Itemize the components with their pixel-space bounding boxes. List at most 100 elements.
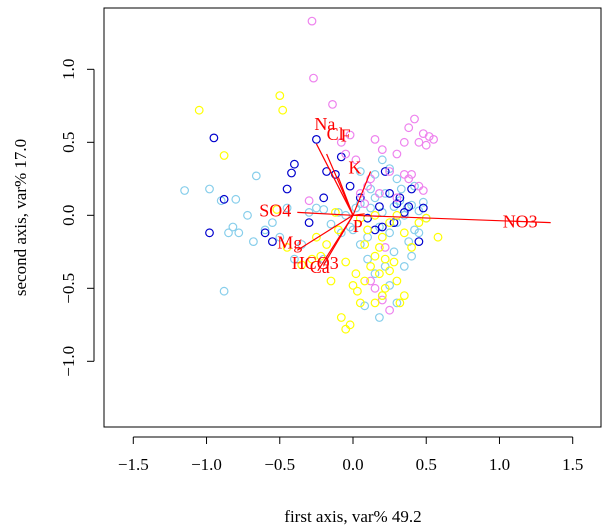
data-point	[407, 251, 417, 261]
loading-arrow	[296, 214, 354, 251]
data-point	[243, 210, 252, 220]
data-point	[399, 262, 409, 271]
data-point	[248, 237, 258, 247]
x-axis-title: first axis, var% 49.2	[284, 507, 421, 526]
data-point	[341, 257, 351, 267]
data-point	[341, 149, 351, 159]
data-point	[385, 188, 395, 198]
data-point	[275, 232, 285, 242]
data-points	[180, 16, 443, 334]
data-point	[375, 313, 384, 322]
data-point	[377, 222, 387, 232]
data-point	[355, 167, 365, 176]
data-point	[334, 207, 343, 217]
data-point	[375, 222, 384, 232]
data-point	[260, 225, 270, 235]
data-point	[385, 228, 395, 238]
data-point	[287, 168, 296, 178]
data-point	[392, 174, 402, 184]
data-point	[307, 254, 317, 264]
data-point	[404, 202, 414, 212]
data-point	[370, 210, 380, 220]
data-point	[268, 218, 277, 228]
data-point	[380, 254, 390, 264]
data-point	[304, 196, 314, 206]
data-point	[363, 181, 373, 191]
loading-arrow	[315, 143, 354, 216]
data-point	[414, 137, 424, 147]
data-point	[219, 194, 229, 204]
data-point	[395, 298, 405, 308]
loading-label: Cl	[327, 124, 344, 144]
data-point	[414, 181, 424, 191]
data-point	[385, 164, 395, 174]
data-point	[375, 242, 384, 252]
data-point	[209, 133, 219, 143]
data-point	[260, 228, 270, 238]
data-point	[395, 196, 405, 206]
data-point	[377, 291, 387, 301]
loading-label: P	[353, 216, 363, 236]
data-point	[385, 167, 395, 176]
data-point	[380, 167, 390, 176]
data-point	[290, 254, 299, 264]
data-point	[363, 232, 373, 242]
loading-arrow	[352, 214, 551, 224]
x-tick-label: −0.5	[264, 455, 295, 474]
data-point	[375, 202, 384, 212]
data-point	[348, 281, 358, 290]
data-point	[336, 152, 346, 162]
data-point	[268, 237, 277, 247]
data-point	[399, 228, 409, 238]
data-point	[316, 251, 326, 261]
data-point	[355, 240, 365, 249]
loading-label: Ca	[310, 257, 330, 277]
data-point	[392, 210, 402, 220]
y-tick-label: −1.0	[59, 346, 78, 377]
x-tick-label: 1.0	[489, 455, 510, 474]
data-point	[370, 251, 380, 261]
data-point	[395, 193, 405, 203]
data-point	[389, 202, 399, 212]
data-point	[363, 254, 373, 264]
data-point	[234, 228, 244, 238]
data-point	[336, 137, 346, 147]
data-point	[414, 228, 424, 238]
data-point	[345, 181, 355, 191]
data-point	[429, 134, 439, 144]
data-point	[375, 188, 384, 198]
data-point	[331, 207, 340, 217]
x-tick-label: −1.5	[118, 455, 149, 474]
loading-label: SO4	[259, 200, 291, 220]
data-point	[275, 91, 285, 100]
data-point	[224, 228, 233, 238]
data-point	[375, 269, 384, 279]
data-point	[360, 199, 370, 209]
data-point	[366, 174, 376, 184]
data-point	[353, 286, 362, 296]
data-point	[407, 242, 417, 252]
data-point	[385, 266, 395, 276]
data-point	[219, 151, 229, 160]
data-point	[421, 140, 431, 150]
data-point	[326, 276, 336, 286]
loading-label: NO3	[503, 212, 538, 232]
loading-label: HCO3	[292, 253, 339, 273]
data-point	[385, 218, 395, 228]
plot-frame	[103, 7, 602, 428]
data-point	[380, 242, 390, 252]
data-point	[366, 184, 376, 194]
y-tick-label: 1.0	[59, 59, 78, 80]
x-tick-label: 0.0	[342, 455, 363, 474]
data-point	[341, 324, 351, 334]
loading-label: K	[348, 157, 361, 177]
data-point	[228, 222, 238, 232]
data-point	[389, 247, 399, 257]
data-point	[407, 184, 417, 194]
y-axis-title: second axis, var% 17.0	[11, 139, 30, 296]
data-point	[282, 242, 292, 252]
data-point	[389, 218, 399, 228]
data-point	[180, 186, 190, 195]
y-tick-label: −0.5	[59, 273, 78, 304]
